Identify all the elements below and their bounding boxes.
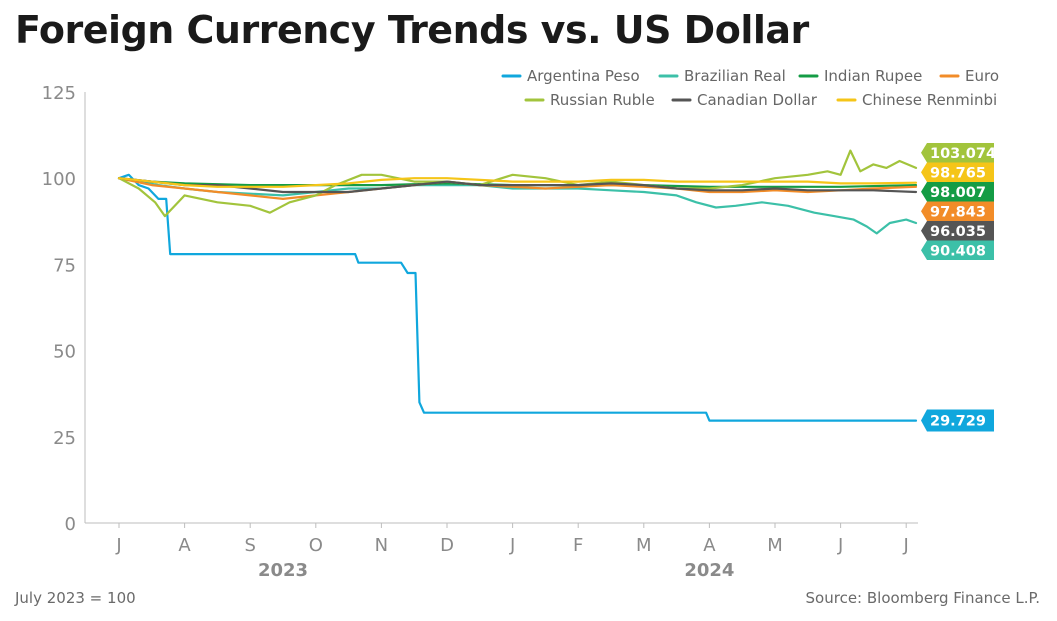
end-label-russian-ruble: 103.074 xyxy=(921,143,996,163)
end-label-value: 90.408 xyxy=(930,243,986,259)
legend-item-russian-ruble: Russian Ruble xyxy=(524,91,655,109)
end-label-argentina-peso: 29.729 xyxy=(921,409,994,432)
end-label-value: 96.035 xyxy=(930,224,986,240)
y-tick-label: 125 xyxy=(42,83,76,104)
legend-label: Indian Rupee xyxy=(824,67,922,85)
legend-label: Brazilian Real xyxy=(684,67,786,85)
x-tick-label: F xyxy=(573,535,583,556)
legend-label: Canadian Dollar xyxy=(697,91,818,109)
x-year-label: 2023 xyxy=(258,560,308,581)
end-label-canadian-dollar: 96.035 xyxy=(921,221,994,241)
x-tick-label: M xyxy=(636,535,652,556)
x-tick-label: M xyxy=(767,535,783,556)
x-tick-label: N xyxy=(375,535,388,556)
chart-title: Foreign Currency Trends vs. US Dollar xyxy=(15,8,809,52)
end-label-tag xyxy=(921,240,994,260)
end-label-value: 97.843 xyxy=(930,204,986,220)
legend-item-euro: Euro xyxy=(939,67,999,85)
end-label-indian-rupee: 98.007 xyxy=(921,182,994,202)
legend-label: Euro xyxy=(965,67,999,85)
end-label-chinese-renminbi: 98.765 xyxy=(921,162,994,182)
legend-label: Argentina Peso xyxy=(527,67,640,85)
legend-item-canadian-dollar: Canadian Dollar xyxy=(671,91,818,109)
end-value-labels: 103.074 98.765 98.007 97.843 96.035 90.408 29.… xyxy=(921,143,996,432)
end-label-euro: 97.843 xyxy=(921,201,994,221)
baseline-note: July 2023 = 100 xyxy=(15,589,136,607)
x-tick-label: A xyxy=(178,535,191,556)
legend-item-indian-rupee: Indian Rupee xyxy=(798,67,922,85)
y-tick-label: 50 xyxy=(53,342,76,363)
end-label-tag xyxy=(921,409,994,432)
end-label-value: 98.765 xyxy=(930,165,986,181)
end-label-value: 98.007 xyxy=(930,185,986,201)
series-line-canadian-dollar xyxy=(117,177,918,194)
y-tick-label: 0 xyxy=(65,514,76,535)
chart-legend: Argentina Peso Brazilian Real Indian Rupee… xyxy=(501,67,999,109)
end-label-tag xyxy=(921,221,994,241)
end-label-tag xyxy=(921,162,994,182)
x-axis-year-labels: 2023 2024 xyxy=(258,560,735,581)
legend-label: Chinese Renminbi xyxy=(862,91,997,109)
series-lines xyxy=(117,149,918,422)
y-tick-label: 25 xyxy=(53,428,76,449)
legend-label: Russian Ruble xyxy=(550,91,655,109)
y-tick-label: 100 xyxy=(42,169,76,190)
chart-axes xyxy=(84,92,918,528)
source-note: Source: Bloomberg Finance L.P. xyxy=(805,589,1040,607)
series-line-euro xyxy=(117,177,918,200)
series-line-chinese-renminbi xyxy=(117,177,918,188)
y-tick-label: 75 xyxy=(53,255,76,276)
series-line-russian-ruble xyxy=(117,149,918,218)
end-label-value: 103.074 xyxy=(930,146,996,162)
x-tick-label: J xyxy=(837,535,843,556)
x-tick-label: D xyxy=(440,535,454,556)
end-label-value: 29.729 xyxy=(930,413,986,429)
x-tick-label: J xyxy=(115,535,121,556)
x-tick-label: J xyxy=(509,535,515,556)
series-line-argentina-peso xyxy=(117,173,918,422)
end-label-brazilian-real: 90.408 xyxy=(921,240,994,260)
x-tick-label: O xyxy=(309,535,323,556)
x-tick-label: A xyxy=(703,535,716,556)
legend-item-brazilian-real: Brazilian Real xyxy=(658,67,786,85)
legend-item-argentina-peso: Argentina Peso xyxy=(501,67,640,85)
legend-item-chinese-renminbi: Chinese Renminbi xyxy=(836,91,997,109)
x-tick-label: J xyxy=(903,535,909,556)
series-line-brazilian-real xyxy=(117,177,918,235)
y-axis-tick-labels: 0 25 50 75 100 125 xyxy=(42,83,76,535)
x-tick-label: S xyxy=(244,535,255,556)
end-label-tag xyxy=(921,143,994,163)
end-label-tag xyxy=(921,201,994,221)
x-year-label: 2024 xyxy=(684,560,734,581)
end-label-tag xyxy=(921,182,994,202)
